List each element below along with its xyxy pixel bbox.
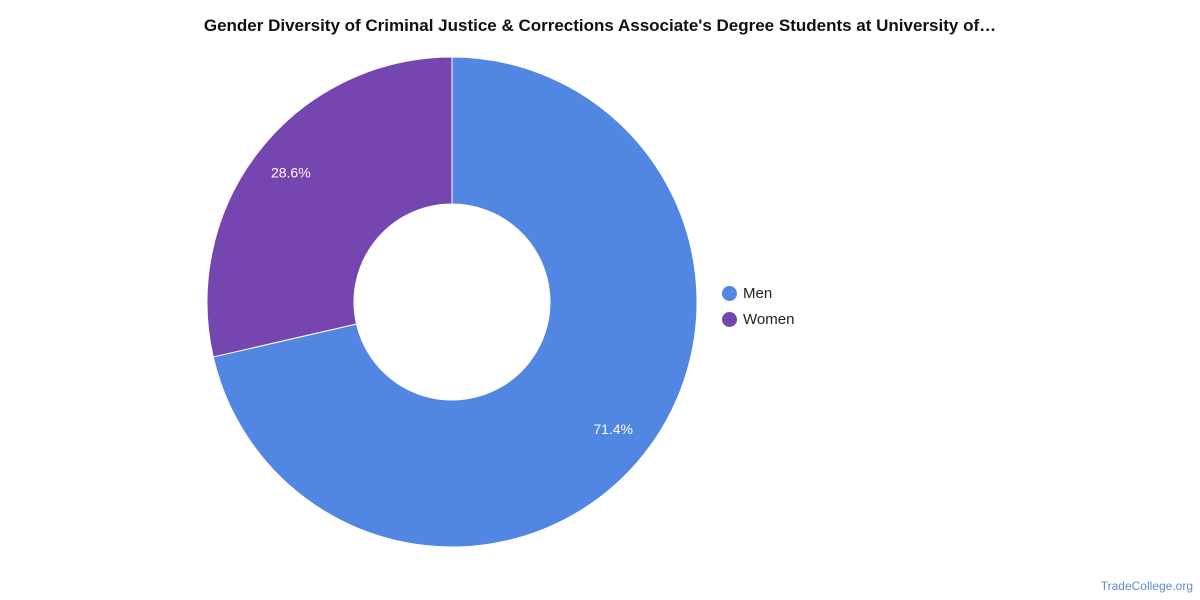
data-label-men: 71.4%	[593, 421, 633, 437]
chart-title: Gender Diversity of Criminal Justice & C…	[203, 16, 997, 35]
source-watermark[interactable]: TradeCollege.org	[1100, 579, 1193, 593]
legend-label-women: Women	[743, 310, 795, 328]
chart-legend: Men Women	[722, 280, 794, 332]
legend-label-men: Men	[743, 284, 773, 302]
legend-item-women[interactable]: Women	[722, 306, 794, 332]
legend-swatch-men	[722, 285, 737, 301]
legend-swatch-women	[722, 311, 737, 327]
legend-item-men[interactable]: Men	[722, 280, 794, 306]
donut-slice-men[interactable]	[212, 56, 698, 548]
donut-slice-women[interactable]	[206, 56, 453, 358]
data-label-women: 28.6%	[271, 164, 311, 180]
